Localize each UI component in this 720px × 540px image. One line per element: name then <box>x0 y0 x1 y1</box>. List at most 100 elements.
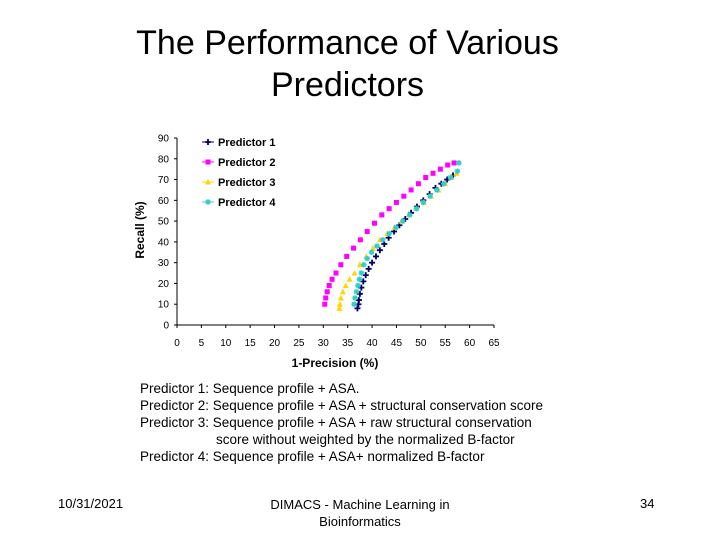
data-point <box>393 224 399 231</box>
data-point <box>336 301 343 307</box>
data-point <box>413 205 420 212</box>
data-point <box>344 253 350 259</box>
data-point <box>374 243 380 249</box>
x-tick-label: 65 <box>488 338 500 349</box>
data-point <box>322 301 328 307</box>
data-point <box>386 206 392 212</box>
data-point <box>354 305 361 312</box>
legend-item-predictor-2: Predictor 2 <box>202 157 275 169</box>
legend-label: Predictor 1 <box>218 137 275 149</box>
x-tick-label: 55 <box>440 338 452 349</box>
series-predictor-1 <box>354 172 457 312</box>
data-point <box>368 249 375 256</box>
data-point <box>393 199 399 205</box>
footer-title-line1: DIMACS - Machine Learning in <box>270 497 450 512</box>
chart-marks <box>322 160 462 312</box>
data-point <box>342 282 349 289</box>
description-predictor-4: Predictor 4: Sequence profile + ASA+ nor… <box>140 449 485 464</box>
data-point <box>336 305 343 311</box>
y-tick-label: 90 <box>158 134 170 145</box>
x-tick-label: 5 <box>199 338 205 349</box>
y-tick-label: 80 <box>158 154 170 165</box>
series-predictor-4 <box>351 160 462 308</box>
y-tick-label: 0 <box>163 321 169 332</box>
data-point <box>346 276 353 282</box>
data-point <box>406 212 413 218</box>
data-point <box>324 289 330 295</box>
x-tick-label: 60 <box>464 338 476 349</box>
y-tick-label: 10 <box>158 300 170 311</box>
data-point <box>360 261 367 268</box>
data-point <box>456 160 462 166</box>
legend-label: Predictor 3 <box>218 177 275 189</box>
recall-precision-chart: 0 5 10 15 20 25 30 35 40 45 50 55 60 65 0 10 20 30 40 50 60 7… <box>133 134 500 371</box>
predictor-descriptions: Predictor 1: Sequence profile + ASA. Pre… <box>140 380 543 465</box>
data-point <box>365 265 372 272</box>
x-tick-label: 0 <box>174 338 180 349</box>
x-tick-label: 25 <box>293 338 305 349</box>
description-predictor-1: Predictor 1: Sequence profile + ASA. <box>140 381 360 396</box>
data-point <box>401 193 407 199</box>
data-point <box>437 166 443 172</box>
data-point <box>376 247 383 254</box>
data-point <box>408 187 414 193</box>
data-point <box>339 288 346 295</box>
legend-marker <box>205 199 211 205</box>
legend-marker <box>205 159 211 165</box>
slide-title-line1: The Performance of Various <box>136 24 559 62</box>
legend-label: Predictor 2 <box>218 157 275 169</box>
x-tick-label: 30 <box>318 338 330 349</box>
y-tick-label: 50 <box>158 217 170 228</box>
slide-title: The Performance of Various Predictors <box>60 22 635 106</box>
data-point <box>447 174 454 181</box>
x-tick-label: 50 <box>415 338 427 349</box>
page-number: 34 <box>640 496 655 511</box>
x-tick-label: 35 <box>342 338 354 349</box>
data-point <box>430 170 436 176</box>
data-point <box>355 282 361 289</box>
legend-item-predictor-1: Predictor 1 <box>202 137 275 149</box>
data-point <box>420 199 427 206</box>
data-point <box>415 181 421 187</box>
data-point <box>333 270 339 276</box>
description-predictor-2: Predictor 2: Sequence profile + ASA + st… <box>140 398 543 413</box>
legend-item-predictor-3: Predictor 3 <box>202 177 275 189</box>
data-point <box>351 301 357 308</box>
chart-axes <box>176 138 494 326</box>
footer-title: DIMACS - Machine Learning in Bioinformat… <box>240 496 480 530</box>
x-tick-label: 20 <box>269 338 281 349</box>
data-point <box>364 229 370 234</box>
data-point <box>362 272 369 279</box>
data-point <box>427 193 433 199</box>
data-point <box>323 295 329 301</box>
y-tick-label: 20 <box>158 279 170 290</box>
x-tick-label: 15 <box>245 338 257 349</box>
data-point <box>372 220 378 226</box>
data-point <box>451 160 457 166</box>
data-point <box>353 288 360 295</box>
data-point <box>380 237 386 243</box>
data-point <box>454 168 461 175</box>
data-point <box>370 244 377 251</box>
data-point <box>445 162 451 168</box>
x-tick-label: 40 <box>367 338 379 349</box>
data-point <box>364 255 370 262</box>
slide-title-line2: Predictors <box>270 66 425 104</box>
chart-legend: Predictor 1 Predictor 2 Predictor 3 Predict… <box>202 137 276 209</box>
data-point <box>357 237 363 243</box>
data-point <box>356 261 363 268</box>
data-point <box>352 295 358 301</box>
series-predictor-2 <box>322 160 457 307</box>
data-point <box>434 187 440 193</box>
y-tick-label: 70 <box>158 175 170 186</box>
y-tick-label: 30 <box>158 258 170 269</box>
legend-item-predictor-4: Predictor 4 <box>202 197 276 209</box>
x-tick-label: 10 <box>220 338 232 349</box>
data-point <box>369 259 376 266</box>
data-point <box>379 212 385 218</box>
legend-label: Predictor 4 <box>218 197 276 209</box>
data-point <box>358 270 365 276</box>
y-tick-label: 40 <box>158 237 170 248</box>
x-axis-label: 1-Precision (%) <box>292 356 379 370</box>
y-tick-label: 60 <box>158 196 170 207</box>
